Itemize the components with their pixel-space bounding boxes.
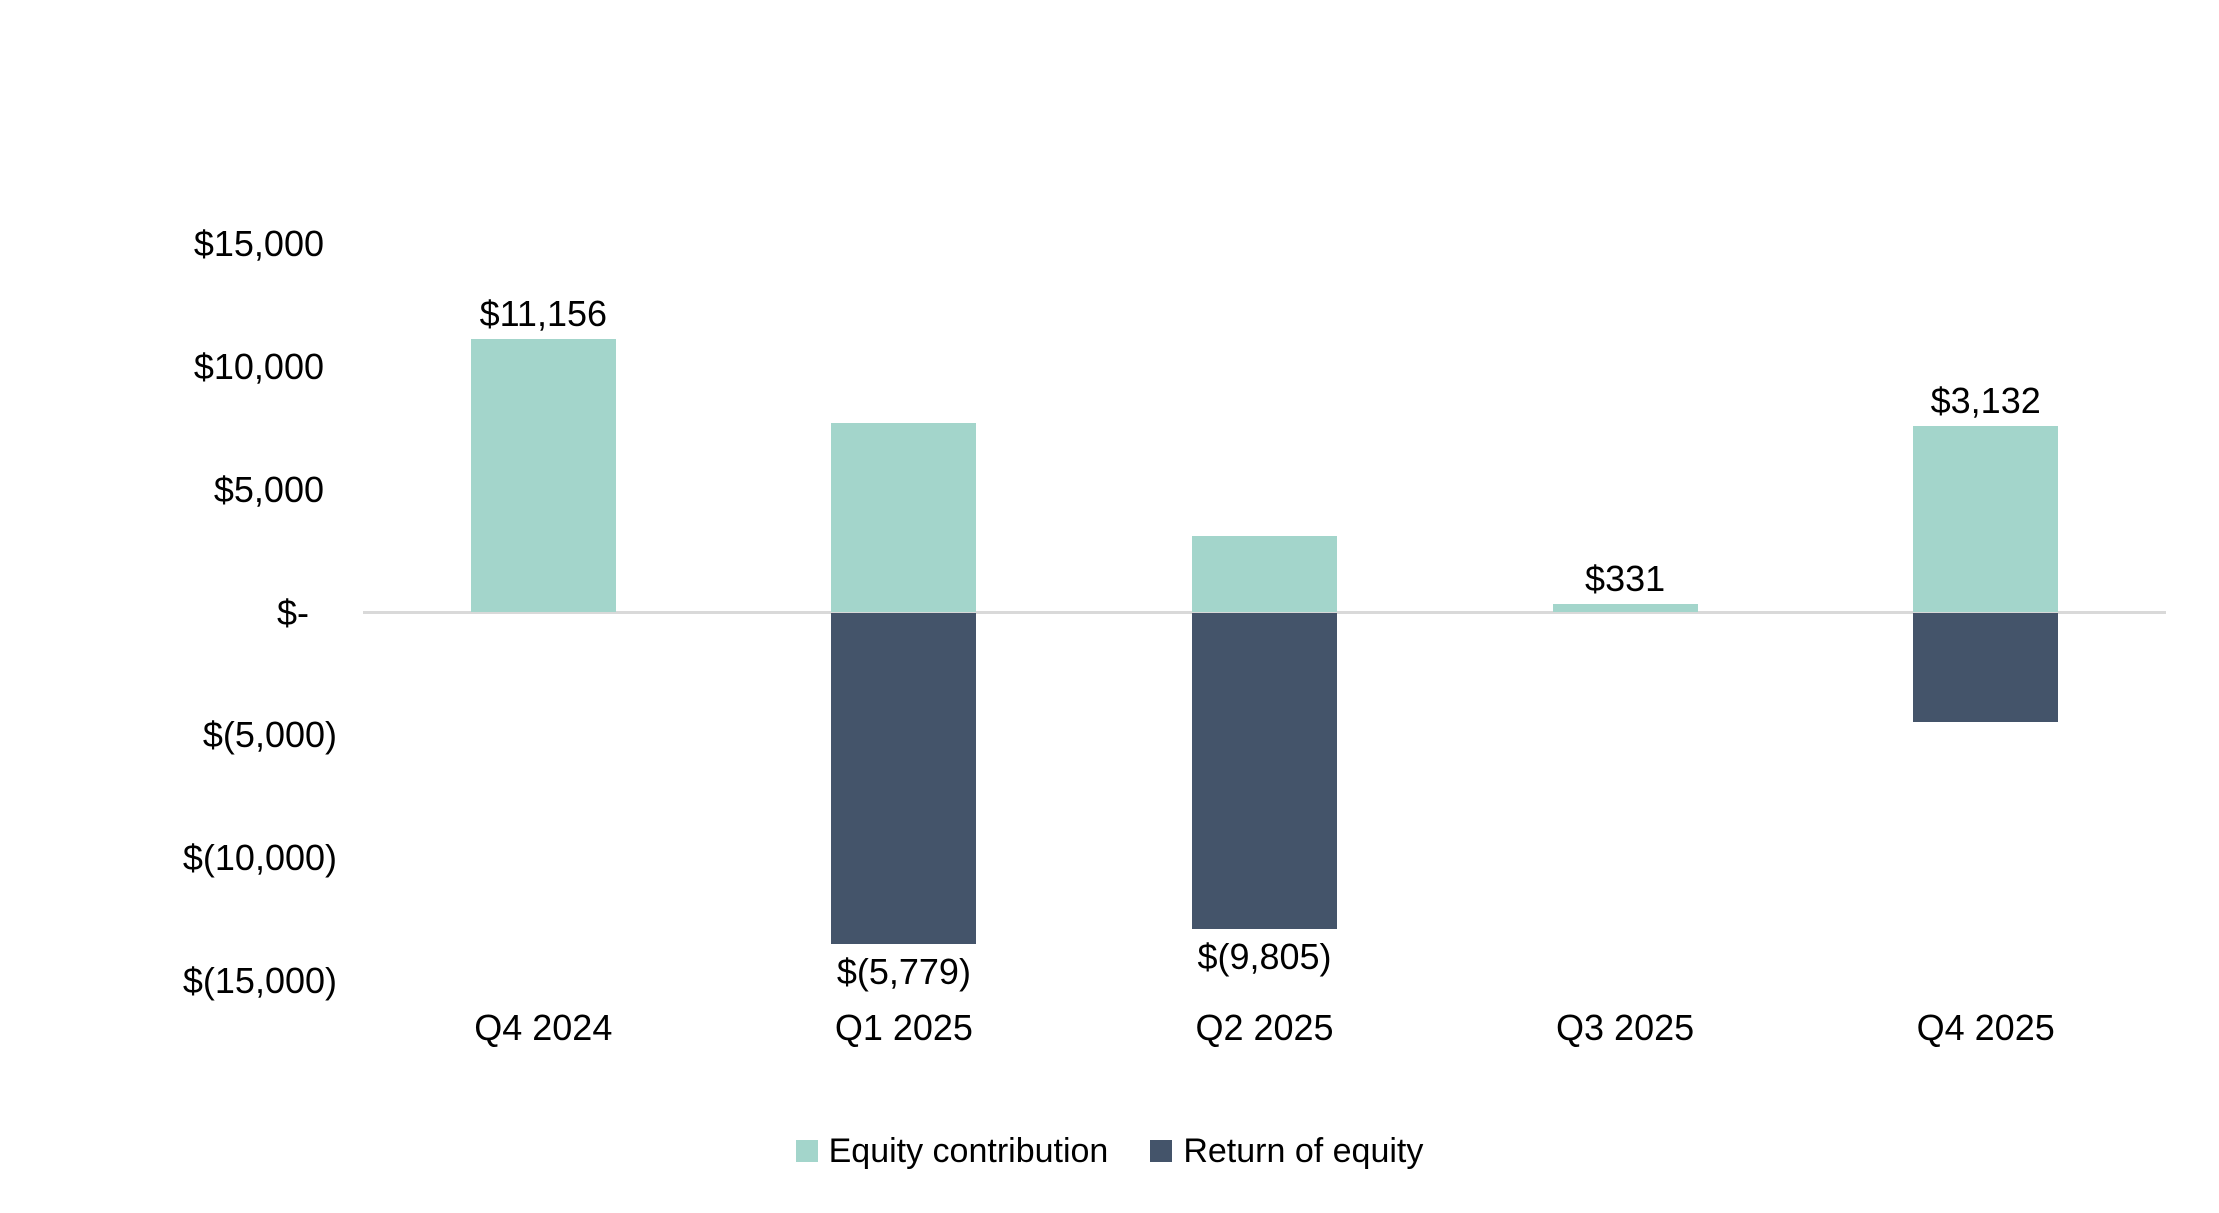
data-label-q4-2024: $11,156 (479, 292, 608, 334)
return-of-equity-bar-q2-2025 (1192, 612, 1337, 930)
legend-item-equity-contribution: Equity contribution (795, 1131, 1109, 1171)
data-label-q3-2025: $331 (1585, 558, 1666, 600)
data-label-q4-2025: $3,132 (1930, 379, 2041, 421)
return-of-equity-bar-q4-2025 (1913, 612, 2059, 723)
legend: Equity contribution Return of equity (0, 1128, 2219, 1174)
y-axis-tick-label: $15,000 (193, 223, 324, 265)
x-axis-label-q3-2025: Q3 2025 (1556, 1007, 1695, 1048)
equity-contribution-bar-q1-2025 (831, 423, 977, 613)
equity-contribution-bar-q3-2025 (1552, 604, 1698, 613)
data-label-q1-2025: $(5,779) (836, 950, 971, 992)
x-axis-label-q4-2024: Q4 2024 (474, 1007, 613, 1048)
data-label-q2-2025: $(9,805) (1197, 936, 1332, 978)
legend-item-return-of-equity: Return of equity (1150, 1132, 1423, 1171)
x-axis-label-q4-2025: Q4 2025 (1916, 1007, 2055, 1048)
return-of-equity-bar-q1-2025 (831, 612, 977, 944)
legend-label: Return of equity (1183, 1131, 1424, 1170)
x-axis-label-q1-2025: Q1 2025 (834, 1007, 973, 1048)
equity-contribution-bar-q4-2025 (1913, 425, 2059, 613)
legend-marker-icon (795, 1140, 818, 1162)
y-axis-tick-label: $(15,000) (182, 959, 337, 1001)
y-axis-tick-label: $10,000 (193, 345, 324, 387)
legend-label: Equity contribution (828, 1131, 1109, 1170)
y-axis-tick-label: $- (276, 591, 309, 633)
equity-contribution-bar-q4-2024 (470, 338, 616, 613)
y-axis-tick-label: $(10,000) (182, 837, 337, 879)
x-axis-label-q2-2025: Q2 2025 (1195, 1007, 1334, 1048)
equity-contribution-bar-q2-2025 (1192, 536, 1337, 613)
y-axis-tick-label: $5,000 (213, 468, 324, 510)
legend-marker-icon (1150, 1140, 1173, 1162)
y-axis-tick-label: $(5,000) (202, 714, 337, 756)
